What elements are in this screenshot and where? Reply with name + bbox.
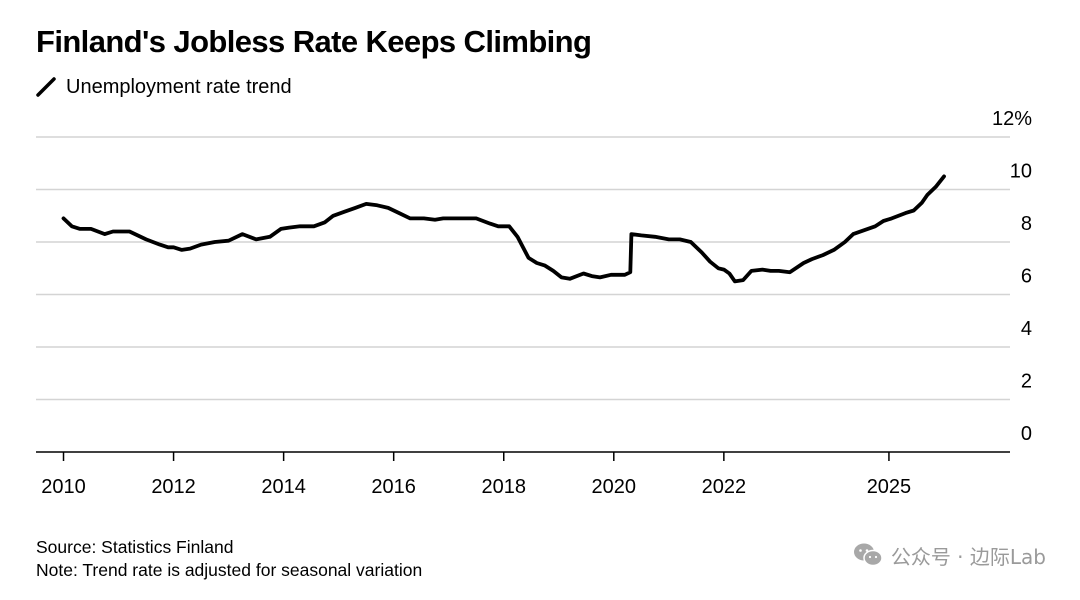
note-text: Note: Trend rate is adjusted for seasona… <box>36 560 423 580</box>
watermark-text: 公众号 · 边际Lab <box>890 544 1046 569</box>
legend: Unemployment rate trend <box>36 74 292 100</box>
y-tick-label: 12% <box>992 108 1032 130</box>
x-tick-label: 2012 <box>151 476 196 498</box>
legend-label: Unemployment rate trend <box>66 75 292 98</box>
x-tick-label: 2018 <box>481 476 526 498</box>
x-tick-label: 2025 <box>867 476 912 498</box>
y-tick-label: 0 <box>1021 423 1032 445</box>
y-tick-label: 8 <box>1021 213 1032 235</box>
footer: Source: Statistics Finland Note: Trend r… <box>36 536 422 582</box>
wechat-icon <box>853 543 883 567</box>
x-tick-label: 2022 <box>702 476 747 498</box>
series-line-unemployment-rate <box>61 174 946 284</box>
x-tick-label: 2014 <box>261 476 306 498</box>
y-tick-label: 10 <box>1010 161 1032 183</box>
y-tick-label: 2 <box>1021 371 1032 393</box>
y-tick-label: 6 <box>1021 266 1032 288</box>
x-tick-label: 2010 <box>41 476 86 498</box>
x-tick-label: 2016 <box>371 476 416 498</box>
chart-title: Finland's Jobless Rate Keeps Climbing <box>36 24 592 59</box>
x-tick-label: 2020 <box>592 476 637 498</box>
source-text: Source: Statistics Finland <box>36 537 234 557</box>
watermark: 公众号 · 边际Lab <box>853 540 1046 570</box>
y-tick-label: 4 <box>1021 318 1032 340</box>
legend-line-icon <box>36 77 56 97</box>
